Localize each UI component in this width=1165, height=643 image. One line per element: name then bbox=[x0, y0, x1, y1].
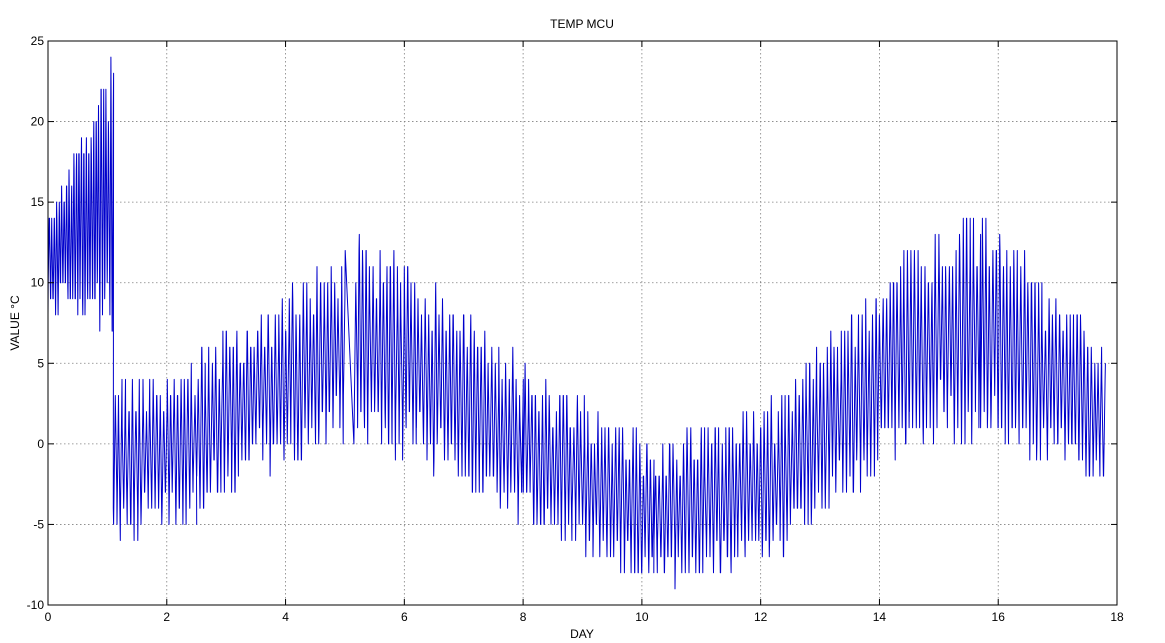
y-tick-label: 20 bbox=[31, 115, 45, 129]
y-tick-label: 25 bbox=[31, 34, 45, 48]
x-tick-label: 0 bbox=[45, 610, 52, 624]
x-tick-label: 12 bbox=[754, 610, 768, 624]
y-tick-label: -5 bbox=[33, 517, 44, 531]
x-tick-label: 16 bbox=[992, 610, 1006, 624]
y-tick-label: 0 bbox=[37, 437, 44, 451]
x-axis-label: DAY bbox=[570, 627, 594, 641]
x-tick-label: 8 bbox=[520, 610, 527, 624]
tick-marks bbox=[47, 40, 1118, 606]
x-tick-labels: 0 2 4 6 8 10 12 14 16 18 bbox=[45, 610, 1124, 624]
y-tick-label: 10 bbox=[31, 276, 45, 290]
chart-title: TEMP MCU bbox=[550, 17, 614, 31]
y-tick-label: -10 bbox=[27, 598, 45, 612]
temperature-series-line bbox=[47, 56, 1106, 590]
y-tick-labels: -10 -5 0 5 10 15 20 25 bbox=[27, 34, 45, 612]
y-axis-label: VALUE °C bbox=[8, 295, 22, 351]
x-tick-label: 6 bbox=[401, 610, 408, 624]
y-tick-label: 15 bbox=[31, 195, 45, 209]
x-tick-label: 10 bbox=[635, 610, 649, 624]
x-tick-label: 4 bbox=[282, 610, 289, 624]
plot-frame bbox=[47, 40, 1118, 606]
x-tick-label: 18 bbox=[1110, 610, 1124, 624]
x-tick-label: 2 bbox=[163, 610, 170, 624]
series-layer bbox=[47, 56, 1106, 590]
x-tick-label: 14 bbox=[873, 610, 887, 624]
y-tick-label: 5 bbox=[37, 356, 44, 370]
